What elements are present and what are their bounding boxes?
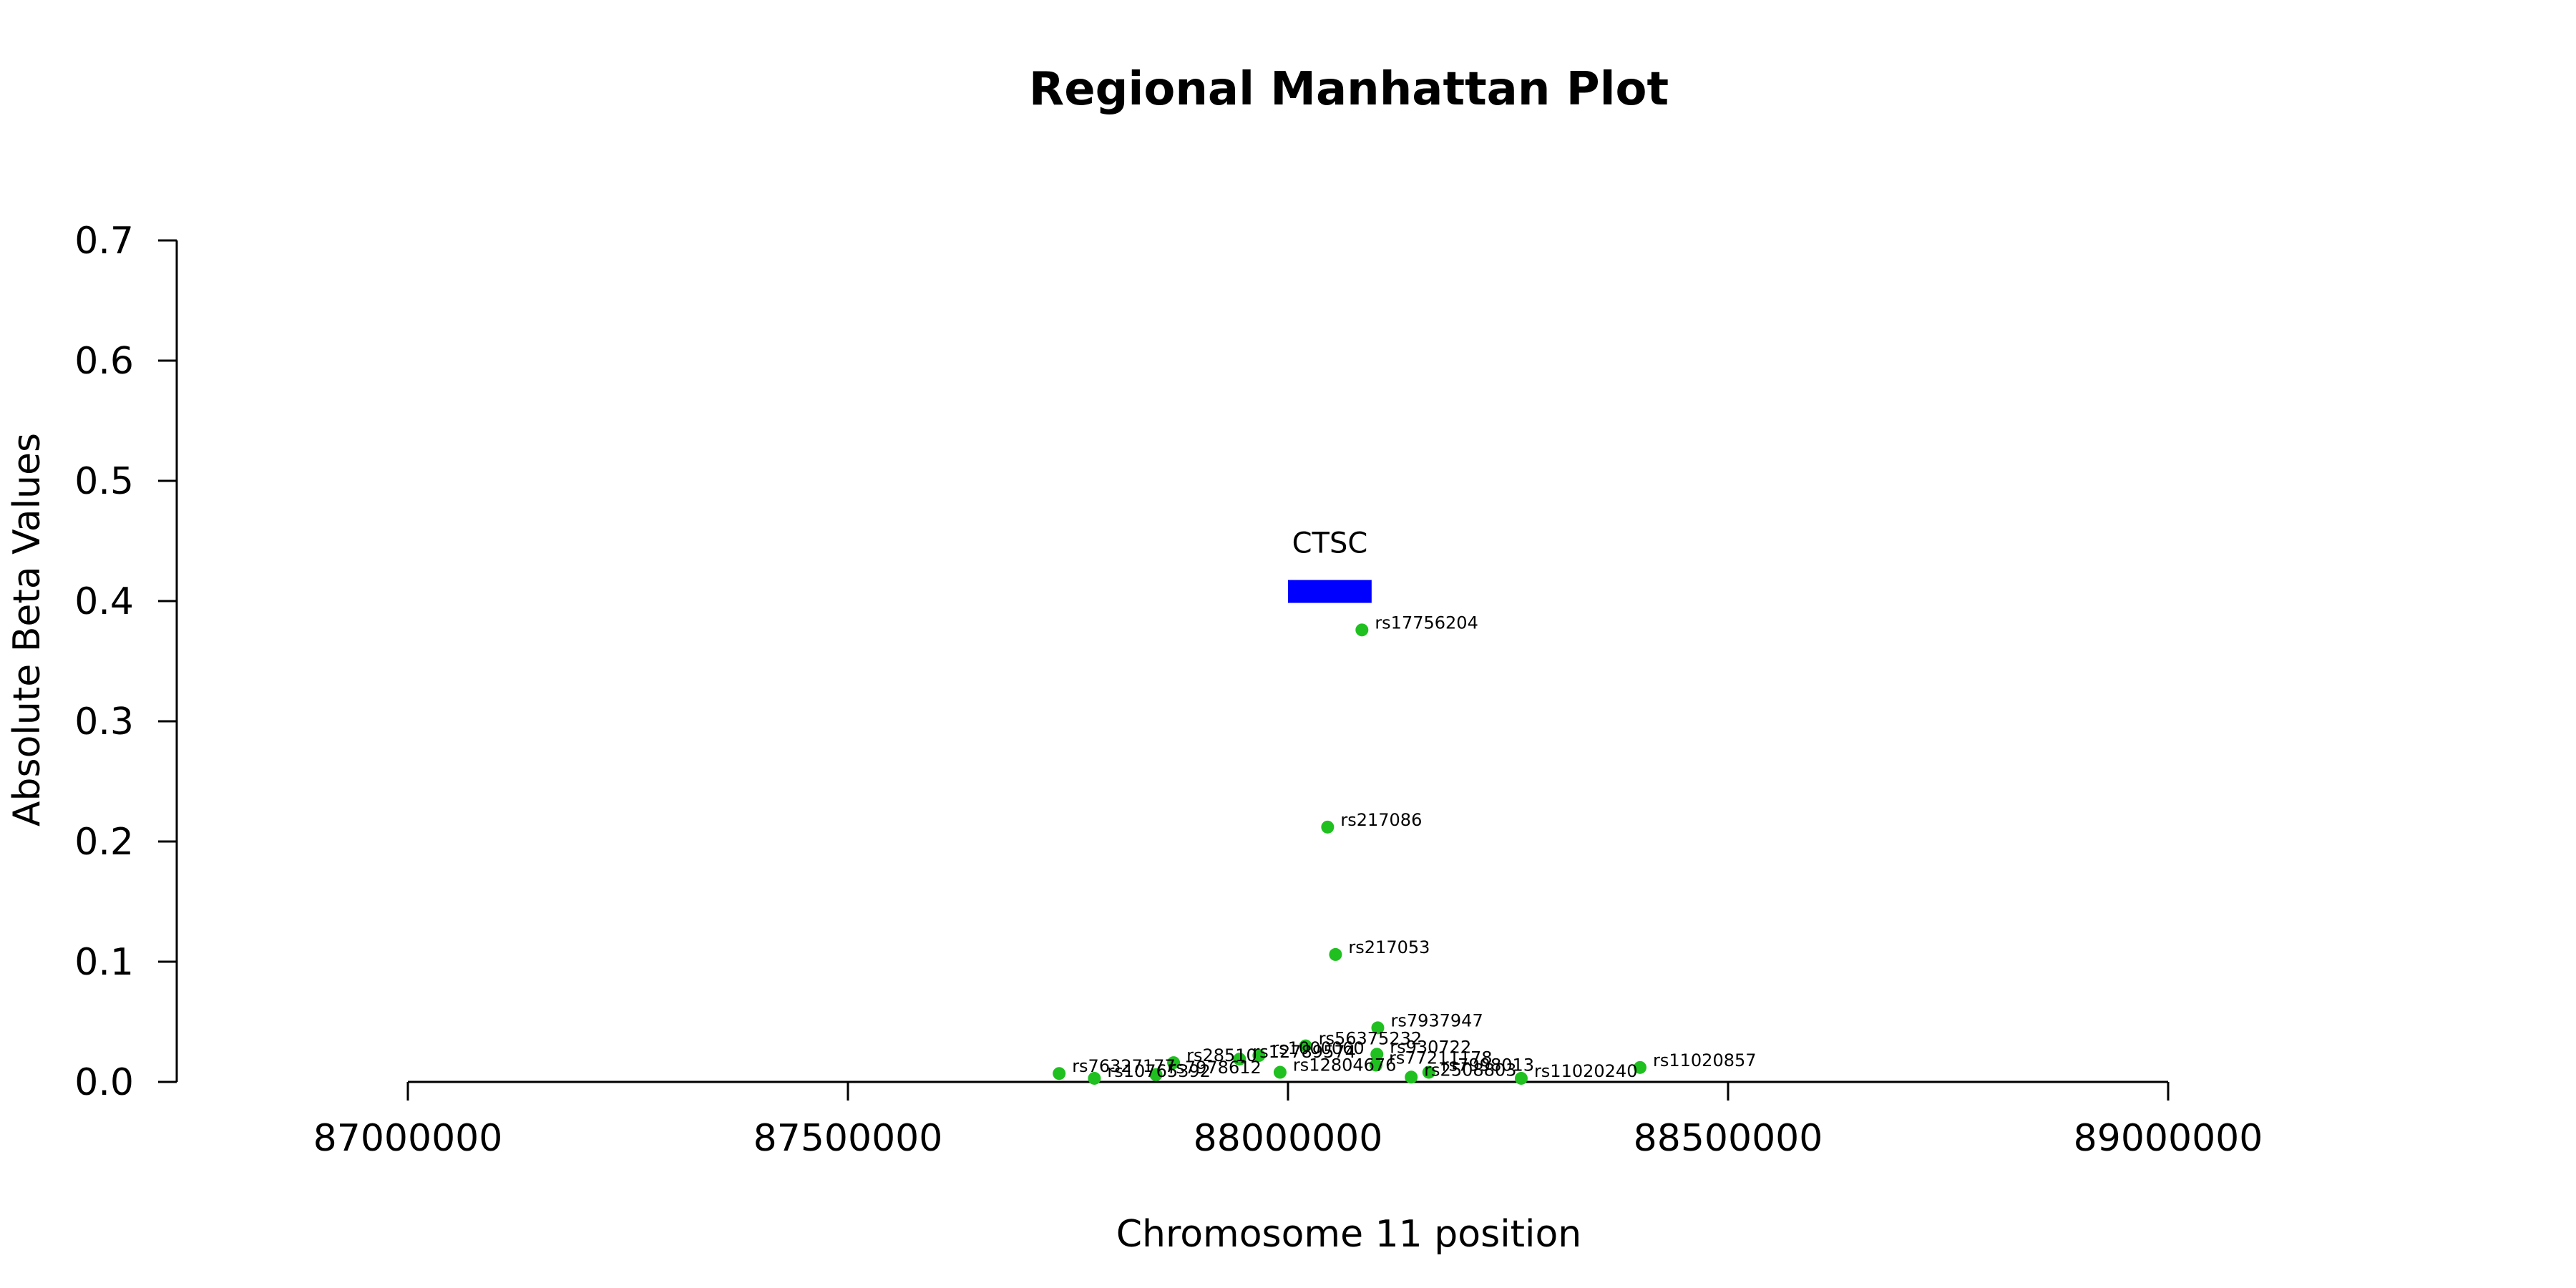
gene-track: CTSC	[1288, 527, 1372, 603]
y-tick-label: 0.3	[74, 701, 134, 743]
y-axis-label: Absolute Beta Values	[6, 433, 49, 826]
snp-point	[1634, 1060, 1646, 1074]
snp-label: rs77211178	[1389, 1048, 1493, 1068]
snp-label: rs56375232	[1319, 1029, 1423, 1049]
y-axis: 0.0 0.1 0.2 0.3 0.4 0.5 0.6 0.7	[74, 220, 178, 1104]
gene-bar	[1288, 580, 1372, 603]
snp-point	[1149, 1068, 1163, 1081]
snp-label: rs1000060	[1272, 1038, 1364, 1058]
x-tick-label: 88000000	[1194, 1117, 1383, 1160]
snp-point	[1299, 1039, 1312, 1053]
snp-point	[1355, 623, 1369, 637]
snp-label: rs2508803	[1424, 1060, 1516, 1080]
snp-label: rs17756204	[1375, 613, 1478, 633]
x-tick-label: 87500000	[753, 1117, 943, 1160]
y-tick-label: 0.6	[74, 340, 134, 383]
y-tick-label: 0.7	[74, 220, 134, 263]
snp-label: rs28510	[1186, 1045, 1257, 1065]
x-tick-label: 89000000	[2074, 1117, 2263, 1160]
snp-label: rs7937947	[1390, 1010, 1483, 1030]
snp-label: rs217053	[1348, 937, 1430, 957]
snp-label: rs930722	[1390, 1037, 1471, 1057]
snp-point	[1088, 1071, 1101, 1085]
snp-label: rs217086	[1340, 810, 1422, 830]
snp-point	[1252, 1049, 1266, 1063]
snp-label: rs12789574	[1252, 1042, 1356, 1062]
snp-label: rs12804676	[1293, 1055, 1397, 1075]
snp-point	[1405, 1070, 1418, 1084]
snp-label: rs11020857	[1653, 1050, 1757, 1070]
snp-point	[1273, 1065, 1287, 1079]
snp-point	[1422, 1065, 1435, 1079]
x-axis-label: Chromosome 11 position	[1116, 1213, 1582, 1256]
snp-label: rs11020240	[1534, 1061, 1638, 1081]
y-tick-label: 0.5	[74, 460, 134, 503]
snp-point	[1233, 1053, 1246, 1066]
snp-label: rs10765392	[1107, 1061, 1211, 1081]
snp-label: rs7978612	[1169, 1058, 1262, 1078]
snp-point	[1514, 1071, 1528, 1085]
snp-point	[1370, 1058, 1382, 1072]
snp-label: rs7998013	[1442, 1055, 1534, 1075]
chart-title: Regional Manhattan Plot	[1029, 63, 1669, 116]
y-tick-label: 0.4	[74, 580, 134, 623]
snp-point	[1371, 1021, 1385, 1035]
y-tick-label: 0.2	[74, 821, 134, 864]
y-tick-label: 0.0	[74, 1061, 134, 1104]
y-tick-label: 0.1	[74, 941, 134, 984]
snp-point	[1053, 1067, 1066, 1080]
snp-point	[1321, 820, 1335, 834]
x-tick-label: 87000000	[313, 1117, 503, 1160]
snp-point	[1329, 947, 1342, 961]
gene-label: CTSC	[1292, 527, 1368, 560]
x-axis: 87000000 87500000 88000000 88500000 89000000	[313, 1080, 2263, 1160]
data-points: rs17756204 rs217086 rs217053 rs7937947rs563…	[1053, 613, 1757, 1085]
snp-point	[1370, 1048, 1384, 1061]
x-tick-label: 88500000	[1634, 1117, 1823, 1160]
snp-point	[1167, 1056, 1181, 1070]
